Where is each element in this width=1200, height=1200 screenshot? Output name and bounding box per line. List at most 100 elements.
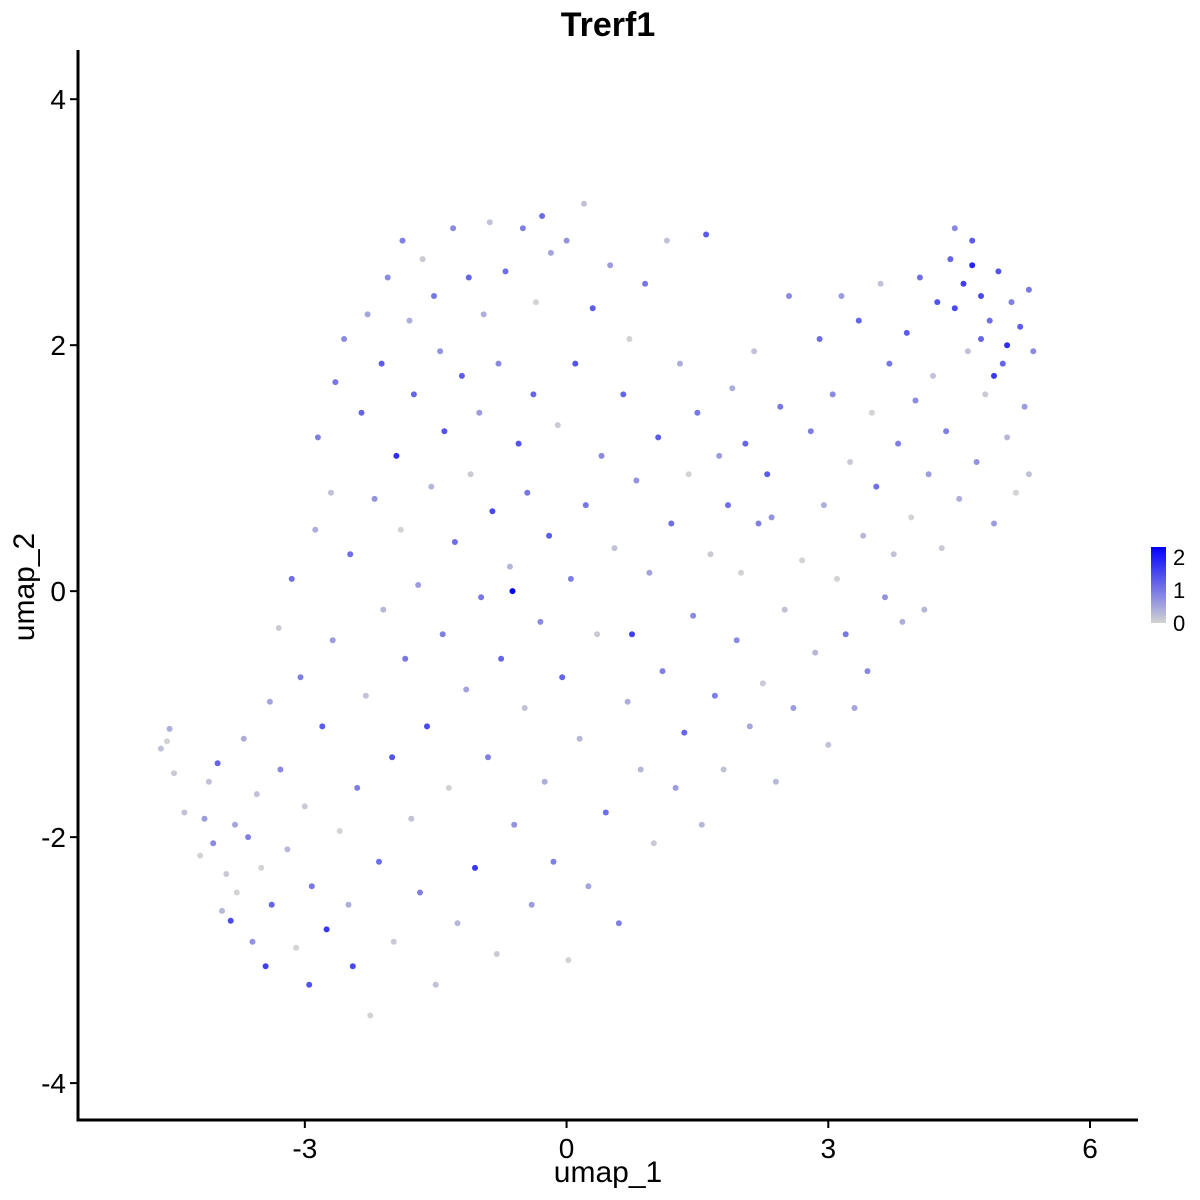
data-point	[685, 471, 692, 478]
chart-title: Trerf1	[561, 6, 656, 44]
y-tick-label: 4	[50, 84, 66, 115]
data-point	[759, 680, 766, 687]
data-point	[703, 231, 710, 238]
data-point	[563, 237, 570, 244]
data-point	[439, 631, 446, 638]
data-point	[842, 631, 849, 638]
data-point	[214, 760, 221, 767]
data-point	[624, 698, 631, 705]
data-point	[539, 213, 546, 219]
data-point	[332, 379, 339, 386]
data-point	[301, 803, 308, 810]
legend-tick-label: 1	[1173, 578, 1185, 603]
colorbar	[1151, 547, 1166, 623]
data-point	[582, 502, 589, 509]
data-point	[364, 311, 371, 318]
data-point	[838, 293, 845, 299]
data-point	[864, 668, 871, 675]
data-point	[733, 637, 740, 644]
data-point	[451, 539, 458, 545]
data-point	[637, 766, 644, 773]
data-point	[232, 821, 238, 828]
data-point	[506, 563, 513, 570]
data-point	[393, 452, 400, 459]
data-point	[245, 834, 252, 841]
data-point	[781, 606, 788, 613]
data-point	[834, 575, 840, 582]
data-point	[428, 483, 435, 490]
data-point	[227, 917, 234, 924]
data-point	[205, 778, 212, 785]
data-point	[868, 409, 875, 416]
data-point	[620, 391, 627, 398]
data-point	[319, 723, 326, 730]
data-point	[951, 305, 958, 312]
data-point	[495, 360, 502, 367]
data-point	[964, 348, 971, 355]
data-point	[306, 981, 313, 988]
data-point	[390, 938, 397, 945]
data-point	[297, 674, 304, 681]
data-point	[694, 409, 701, 416]
x-tick-label: -3	[292, 1133, 317, 1164]
colorbar-ticks: 0 1 2	[1173, 545, 1185, 636]
data-point	[547, 249, 554, 256]
data-point	[663, 237, 670, 244]
data-point	[454, 920, 461, 927]
data-point	[825, 741, 832, 748]
data-point	[262, 963, 269, 970]
data-point	[1004, 342, 1011, 349]
data-point	[873, 483, 880, 490]
data-point	[829, 391, 836, 398]
data-point	[602, 809, 609, 816]
data-point	[925, 471, 932, 478]
data-point	[1017, 323, 1024, 330]
data-point	[258, 864, 265, 871]
data-point	[530, 391, 537, 398]
data-point	[341, 336, 348, 342]
data-point	[415, 582, 422, 588]
data-point	[995, 268, 1002, 275]
data-point	[253, 791, 260, 798]
data-point	[565, 957, 572, 964]
data-point	[201, 815, 208, 822]
data-point	[378, 360, 385, 367]
data-point	[882, 594, 888, 601]
y-axis-label: umap_2	[8, 533, 41, 641]
data-point	[410, 391, 417, 398]
data-point	[467, 471, 474, 478]
data-point	[816, 336, 823, 342]
data-point	[240, 735, 247, 742]
data-point	[249, 938, 256, 945]
data-point	[677, 360, 683, 367]
data-point	[738, 569, 744, 576]
data-point	[912, 397, 919, 404]
data-point	[960, 280, 967, 287]
data-point	[594, 631, 601, 638]
data-point	[877, 280, 884, 287]
data-point	[969, 237, 976, 244]
data-point	[347, 551, 354, 558]
data-point	[1008, 299, 1015, 306]
data-point	[268, 901, 275, 908]
data-point	[742, 440, 749, 447]
data-point	[607, 262, 614, 269]
data-points	[157, 200, 1037, 1019]
data-point	[329, 637, 336, 644]
data-point	[157, 745, 164, 752]
data-point	[559, 674, 566, 681]
data-point	[515, 440, 522, 447]
data-point	[943, 428, 950, 435]
legend-tick-label: 2	[1173, 545, 1185, 570]
data-point	[576, 735, 583, 742]
data-point	[219, 907, 225, 914]
data-point	[1025, 471, 1032, 478]
data-point	[275, 625, 282, 631]
data-point	[197, 852, 204, 859]
data-point	[999, 360, 1006, 367]
data-point	[354, 784, 361, 791]
data-point	[1025, 286, 1032, 293]
data-point	[181, 809, 188, 816]
data-point	[672, 784, 679, 791]
y-tick-label: -2	[41, 822, 66, 853]
